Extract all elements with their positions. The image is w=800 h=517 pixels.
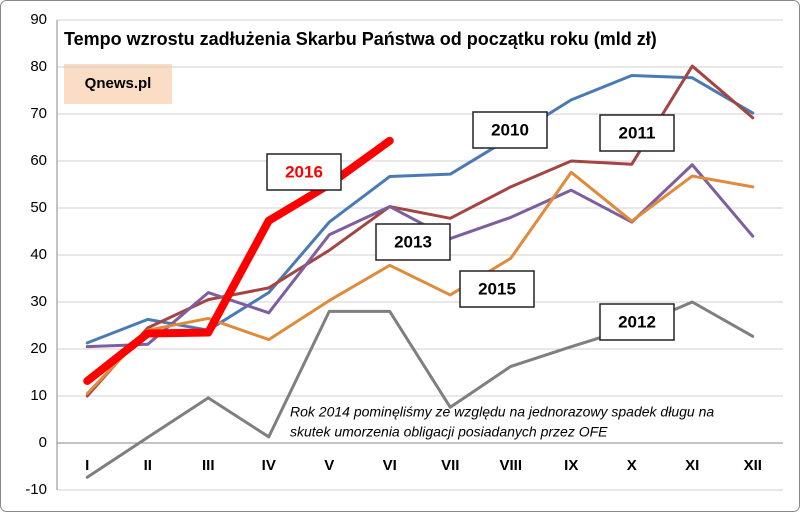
y-tick-label: 20	[30, 340, 47, 357]
x-tick-label: VIII	[499, 457, 522, 474]
x-tick-label: X	[627, 457, 637, 474]
series-line	[85, 73, 755, 345]
series-label-box	[599, 114, 675, 152]
x-tick-label: XII	[744, 457, 762, 474]
source: Qnews.pl	[85, 75, 152, 92]
x-tick-label: IV	[262, 457, 276, 474]
x-tick-label: VI	[383, 457, 397, 474]
series-label: 2013	[394, 232, 432, 251]
y-tick-label: 10	[30, 387, 47, 404]
x-tick-label: VII	[441, 457, 459, 474]
series-label-box	[472, 111, 548, 149]
y-tick-label: 60	[30, 152, 47, 169]
series-label: 2015	[478, 279, 516, 298]
y-tick-label: 30	[30, 293, 47, 310]
y-tick-label: 50	[30, 199, 47, 216]
y-tick-label: 0	[39, 434, 47, 451]
x-tick-label: II	[144, 457, 152, 474]
series-label-box	[599, 303, 675, 341]
x-tick-label: IX	[564, 457, 578, 474]
source-box	[64, 64, 172, 104]
series-line	[85, 170, 755, 396]
series-label: 2012	[618, 312, 656, 331]
x-tick-label: V	[324, 457, 334, 474]
series-label: 2011	[619, 123, 656, 142]
y-tick-label: 80	[30, 58, 47, 75]
series-label-box	[266, 153, 342, 191]
chart-title: Tempo wzrostu zadłużenia Skarbu Państwa …	[64, 29, 657, 49]
x-tick-label: I	[85, 457, 89, 474]
series-label: 2016	[285, 162, 323, 181]
series-label-box	[459, 270, 535, 308]
annotation: skutek umorzenia obligacji posiadanych p…	[290, 424, 608, 440]
x-tick-label: XI	[685, 457, 699, 474]
y-tick-label: 90	[30, 11, 47, 28]
y-tick-label: -10	[25, 481, 47, 498]
series-label-box	[375, 223, 451, 261]
y-tick-label: 70	[30, 105, 47, 122]
series-label: 2010	[491, 120, 529, 139]
annotation: Rok 2014 pominęliśmy ze względu na jedno…	[290, 404, 714, 420]
x-tick-label: III	[202, 457, 215, 474]
y-tick-label: 40	[30, 246, 47, 263]
